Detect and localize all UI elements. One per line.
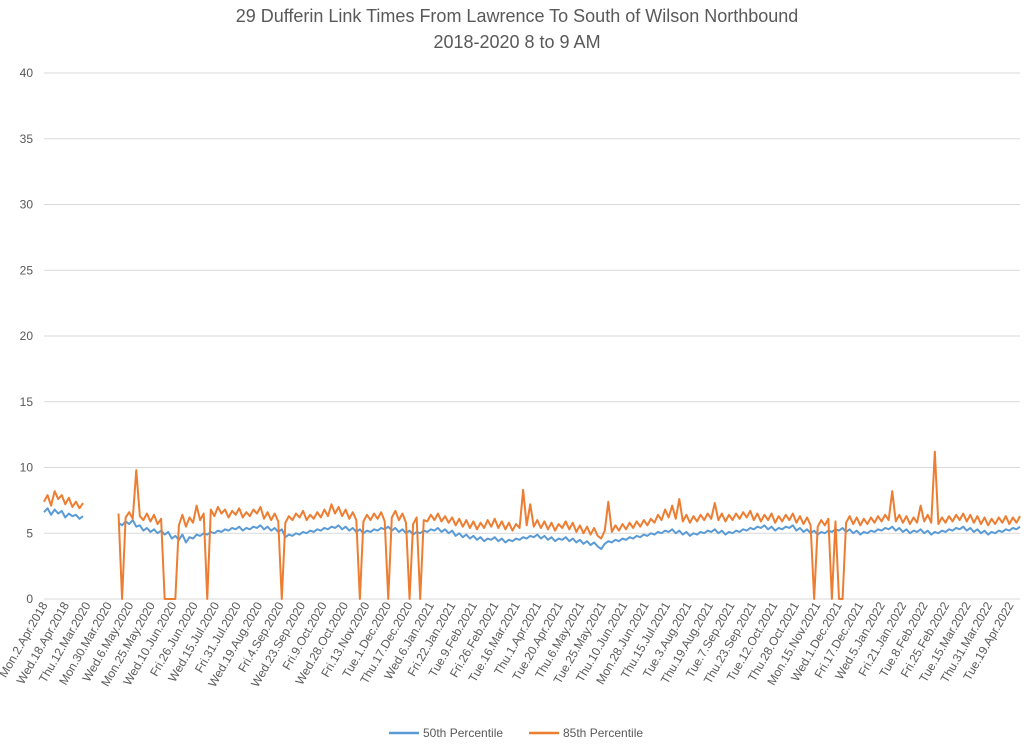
gridlines [44,72,1020,600]
legend-label-50th: 50th Percentile [423,726,503,740]
y-axis-ticks: 0 5 10 15 20 25 30 35 40 [20,66,34,606]
y-tick-label: 0 [26,592,33,606]
y-tick-label: 20 [20,329,34,343]
y-tick-label: 15 [20,395,34,409]
series-line-50th-percentile [43,507,1021,551]
y-tick-label: 35 [20,132,34,146]
series-lines [43,450,1021,600]
y-tick-label: 25 [20,263,34,277]
y-tick-label: 40 [20,66,34,80]
y-tick-label: 5 [26,526,33,540]
chart-title: 29 Dufferin Link Times From Lawrence To … [236,6,799,26]
legend: 50th Percentile 85th Percentile [389,726,643,740]
y-tick-label: 10 [20,461,34,475]
legend-label-85th: 85th Percentile [563,726,643,740]
chart-subtitle: 2018-2020 8 to 9 AM [433,32,600,52]
y-tick-label: 30 [20,198,34,212]
series-line-85th-percentile [43,450,1021,600]
x-axis-ticks: Mon.2.Apr.2018Wed.18.Apr.2018Thu.12.Mar.… [0,599,1017,689]
